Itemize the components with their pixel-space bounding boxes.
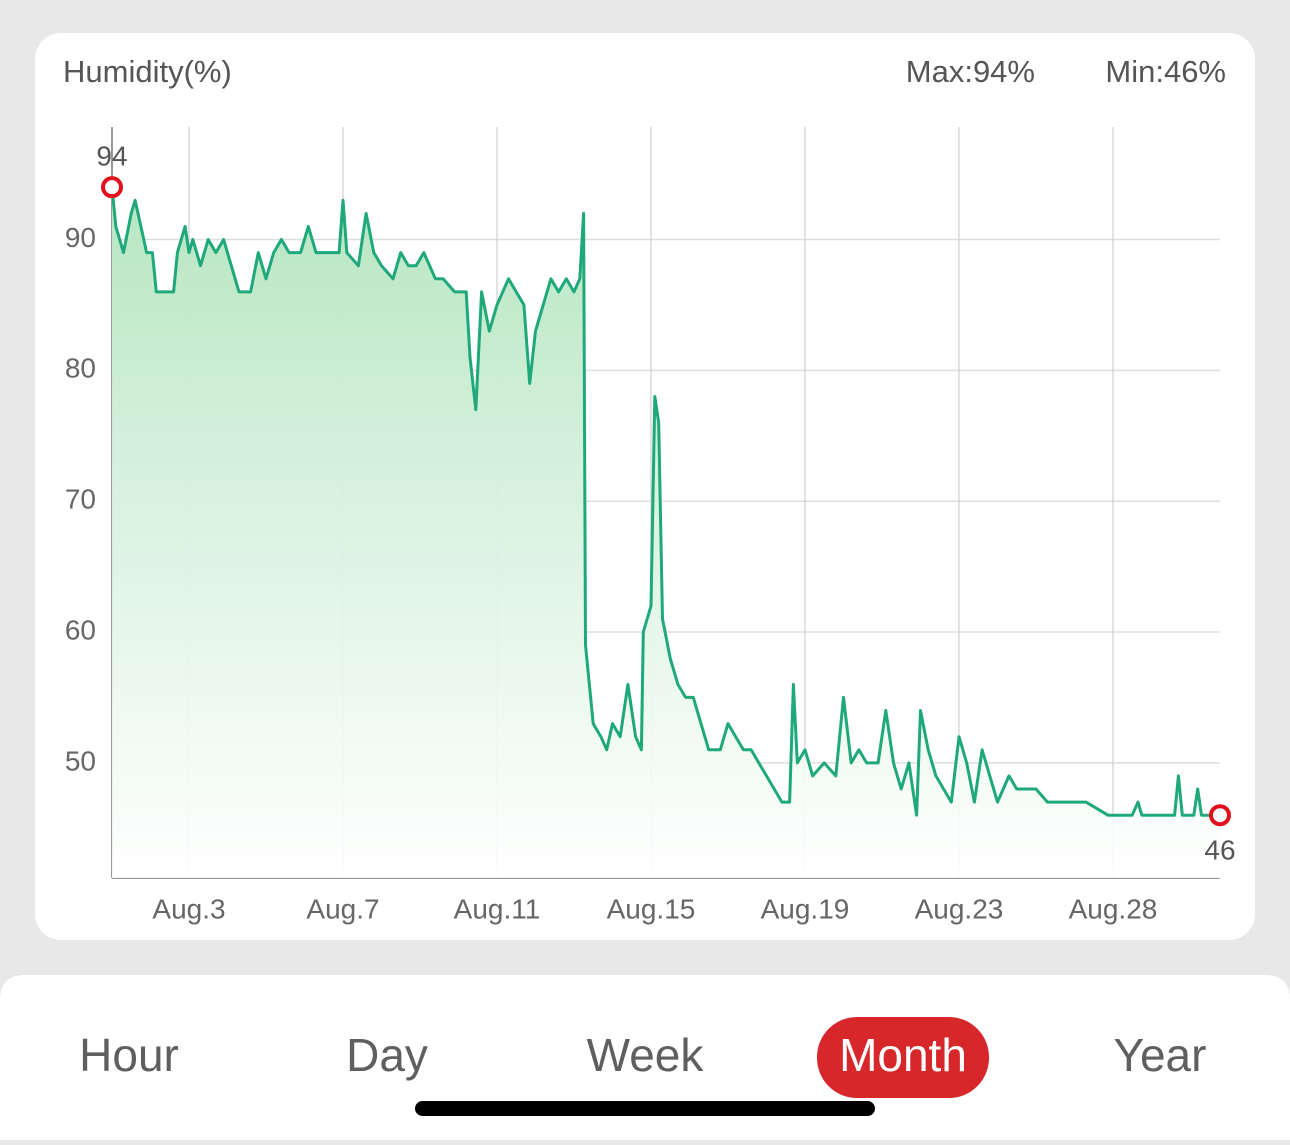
x-tick-label: Aug.28	[1069, 893, 1158, 924]
tab[interactable]: Year	[1114, 1029, 1207, 1081]
tab[interactable]: Day	[346, 1029, 428, 1081]
area	[112, 187, 1220, 878]
x-tick-label: Aug.23	[915, 893, 1004, 924]
y-tick-label: 70	[65, 484, 96, 515]
x-tick-label: Aug.19	[761, 893, 850, 924]
tab[interactable]: Week	[587, 1029, 705, 1081]
max-label: Max:94%	[906, 54, 1035, 89]
max-value-label: 94	[96, 141, 127, 172]
line	[110, 187, 1220, 817]
x-tick-label: Aug.11	[454, 893, 541, 924]
home-indicator	[415, 1101, 875, 1116]
y-tick-label: 90	[65, 222, 96, 253]
y-tick-label: 60	[65, 614, 96, 645]
x-tick-label: Aug.3	[152, 893, 225, 924]
x-tick-label: Aug.15	[607, 893, 696, 924]
chart-title: Humidity(%)	[63, 54, 232, 89]
y-tick-label: 80	[65, 353, 96, 384]
tab-panel	[0, 975, 1290, 1140]
tab-highlight	[817, 1017, 989, 1098]
tab[interactable]: Hour	[79, 1029, 179, 1081]
min-marker	[1209, 804, 1231, 827]
max-marker	[101, 176, 123, 199]
tab[interactable]: Month	[839, 1029, 967, 1081]
y-tick-label: 50	[65, 745, 96, 776]
x-tick-label: Aug.7	[306, 893, 379, 924]
min-label: Min:46%	[1105, 54, 1226, 89]
min-value-label: 46	[1204, 835, 1235, 866]
